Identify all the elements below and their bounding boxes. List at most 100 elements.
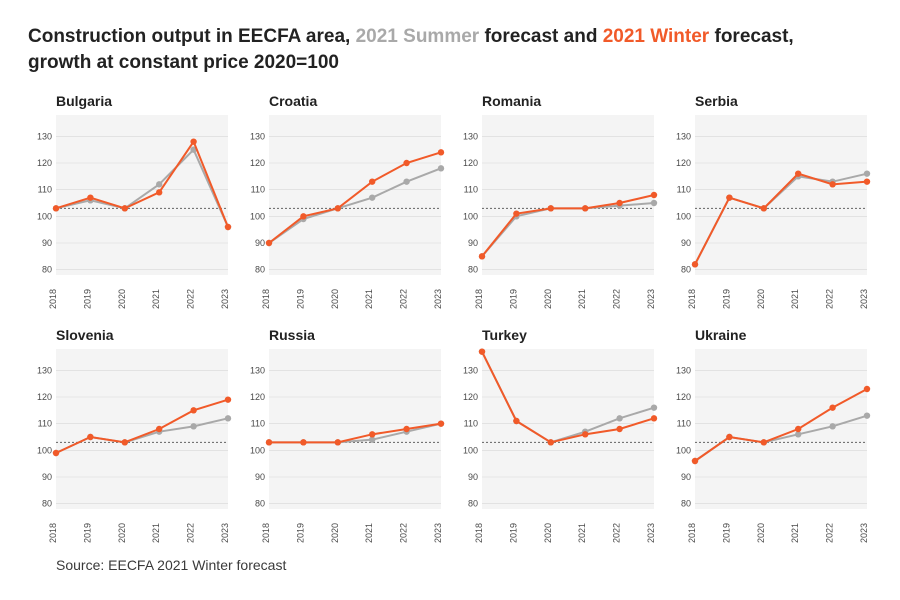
svg-text:100: 100: [463, 446, 478, 456]
svg-text:2018: 2018: [474, 523, 484, 543]
svg-text:130: 130: [37, 366, 52, 376]
svg-text:2019: 2019: [508, 523, 518, 543]
svg-text:120: 120: [250, 158, 265, 168]
svg-text:130: 130: [463, 132, 478, 142]
panel-title: Bulgaria: [56, 93, 233, 109]
title-winter: 2021 Winter: [603, 26, 710, 47]
svg-text:2018: 2018: [687, 289, 697, 309]
svg-text:90: 90: [681, 472, 691, 482]
svg-text:2022: 2022: [399, 523, 409, 543]
svg-text:130: 130: [37, 132, 52, 142]
svg-text:2019: 2019: [295, 289, 305, 309]
svg-text:90: 90: [681, 238, 691, 248]
title-line2: growth at constant price 2020=100: [28, 52, 339, 73]
svg-text:2023: 2023: [220, 523, 230, 543]
svg-text:100: 100: [676, 446, 691, 456]
panel-chart: 8090100110120130201820192020202120222023: [667, 345, 871, 545]
panel-title: Romania: [482, 93, 659, 109]
svg-text:80: 80: [681, 499, 691, 509]
svg-text:100: 100: [37, 212, 52, 222]
svg-text:2023: 2023: [433, 289, 443, 309]
svg-text:100: 100: [250, 212, 265, 222]
svg-text:100: 100: [463, 212, 478, 222]
svg-text:2022: 2022: [825, 523, 835, 543]
svg-text:80: 80: [42, 499, 52, 509]
panel-title: Slovenia: [56, 327, 233, 343]
panel-ukraine: Ukraine809010011012013020182019202020212…: [667, 321, 872, 545]
panel-title: Turkey: [482, 327, 659, 343]
svg-text:80: 80: [255, 499, 265, 509]
title-part2: forecast and: [479, 26, 603, 47]
svg-text:110: 110: [464, 185, 478, 195]
svg-text:2020: 2020: [756, 523, 766, 543]
svg-text:130: 130: [463, 366, 478, 376]
svg-text:2019: 2019: [82, 289, 92, 309]
panel-bulgaria: Bulgaria80901001101201302018201920202021…: [28, 87, 233, 311]
title-summer: 2021 Summer: [356, 26, 480, 47]
svg-text:2019: 2019: [721, 289, 731, 309]
svg-text:90: 90: [468, 238, 478, 248]
svg-text:2020: 2020: [330, 523, 340, 543]
svg-text:80: 80: [255, 265, 265, 275]
svg-text:2023: 2023: [859, 523, 869, 543]
svg-text:2019: 2019: [295, 523, 305, 543]
svg-text:110: 110: [38, 185, 52, 195]
svg-text:2020: 2020: [330, 289, 340, 309]
chart-title: Construction output in EECFA area, 2021 …: [28, 24, 872, 75]
svg-text:2022: 2022: [612, 289, 622, 309]
panel-title: Croatia: [269, 93, 446, 109]
svg-text:130: 130: [676, 132, 691, 142]
panel-chart: 8090100110120130201820192020202120222023: [454, 345, 658, 545]
svg-text:2021: 2021: [151, 523, 161, 543]
svg-text:2020: 2020: [543, 523, 553, 543]
svg-text:110: 110: [677, 419, 691, 429]
svg-text:80: 80: [468, 499, 478, 509]
svg-text:110: 110: [677, 185, 691, 195]
svg-text:2019: 2019: [721, 523, 731, 543]
svg-text:120: 120: [250, 392, 265, 402]
svg-text:2019: 2019: [508, 289, 518, 309]
svg-text:120: 120: [676, 158, 691, 168]
svg-text:120: 120: [37, 392, 52, 402]
panel-chart: 8090100110120130201820192020202120222023: [28, 345, 232, 545]
svg-text:2022: 2022: [186, 523, 196, 543]
svg-text:2020: 2020: [756, 289, 766, 309]
panel-serbia: Serbia8090100110120130201820192020202120…: [667, 87, 872, 311]
svg-text:120: 120: [676, 392, 691, 402]
svg-text:2023: 2023: [646, 523, 656, 543]
svg-text:100: 100: [250, 446, 265, 456]
svg-text:130: 130: [676, 366, 691, 376]
chart-source: Source: EECFA 2021 Winter forecast: [56, 557, 872, 573]
svg-text:2021: 2021: [364, 289, 374, 309]
svg-text:2022: 2022: [825, 289, 835, 309]
panel-chart: 8090100110120130201820192020202120222023: [667, 111, 871, 311]
svg-text:2021: 2021: [151, 289, 161, 309]
panel-chart: 8090100110120130201820192020202120222023: [241, 111, 445, 311]
svg-text:2021: 2021: [790, 523, 800, 543]
svg-text:130: 130: [250, 132, 265, 142]
svg-text:2018: 2018: [48, 523, 58, 543]
svg-text:110: 110: [251, 185, 265, 195]
panel-title: Serbia: [695, 93, 872, 109]
title-part3: forecast,: [709, 26, 793, 47]
svg-text:120: 120: [463, 392, 478, 402]
panel-title: Russia: [269, 327, 446, 343]
svg-text:2020: 2020: [117, 289, 127, 309]
panel-turkey: Turkey8090100110120130201820192020202120…: [454, 321, 659, 545]
svg-text:2023: 2023: [859, 289, 869, 309]
svg-text:2021: 2021: [577, 289, 587, 309]
panel-grid: Bulgaria 80 90 100 110 120 130 2018 2019 2020 2021…: [28, 87, 872, 545]
svg-text:2023: 2023: [646, 289, 656, 309]
svg-text:2023: 2023: [433, 523, 443, 543]
svg-text:110: 110: [251, 419, 265, 429]
svg-text:2020: 2020: [543, 289, 553, 309]
svg-text:100: 100: [37, 446, 52, 456]
svg-text:2022: 2022: [612, 523, 622, 543]
svg-text:120: 120: [37, 158, 52, 168]
svg-text:90: 90: [255, 472, 265, 482]
svg-text:120: 120: [463, 158, 478, 168]
title-part1: Construction output in EECFA area,: [28, 26, 356, 47]
svg-text:2020: 2020: [117, 523, 127, 543]
panel-slovenia: Slovenia80901001101201302018201920202021…: [28, 321, 233, 545]
panel-russia: Russia8090100110120130201820192020202120…: [241, 321, 446, 545]
